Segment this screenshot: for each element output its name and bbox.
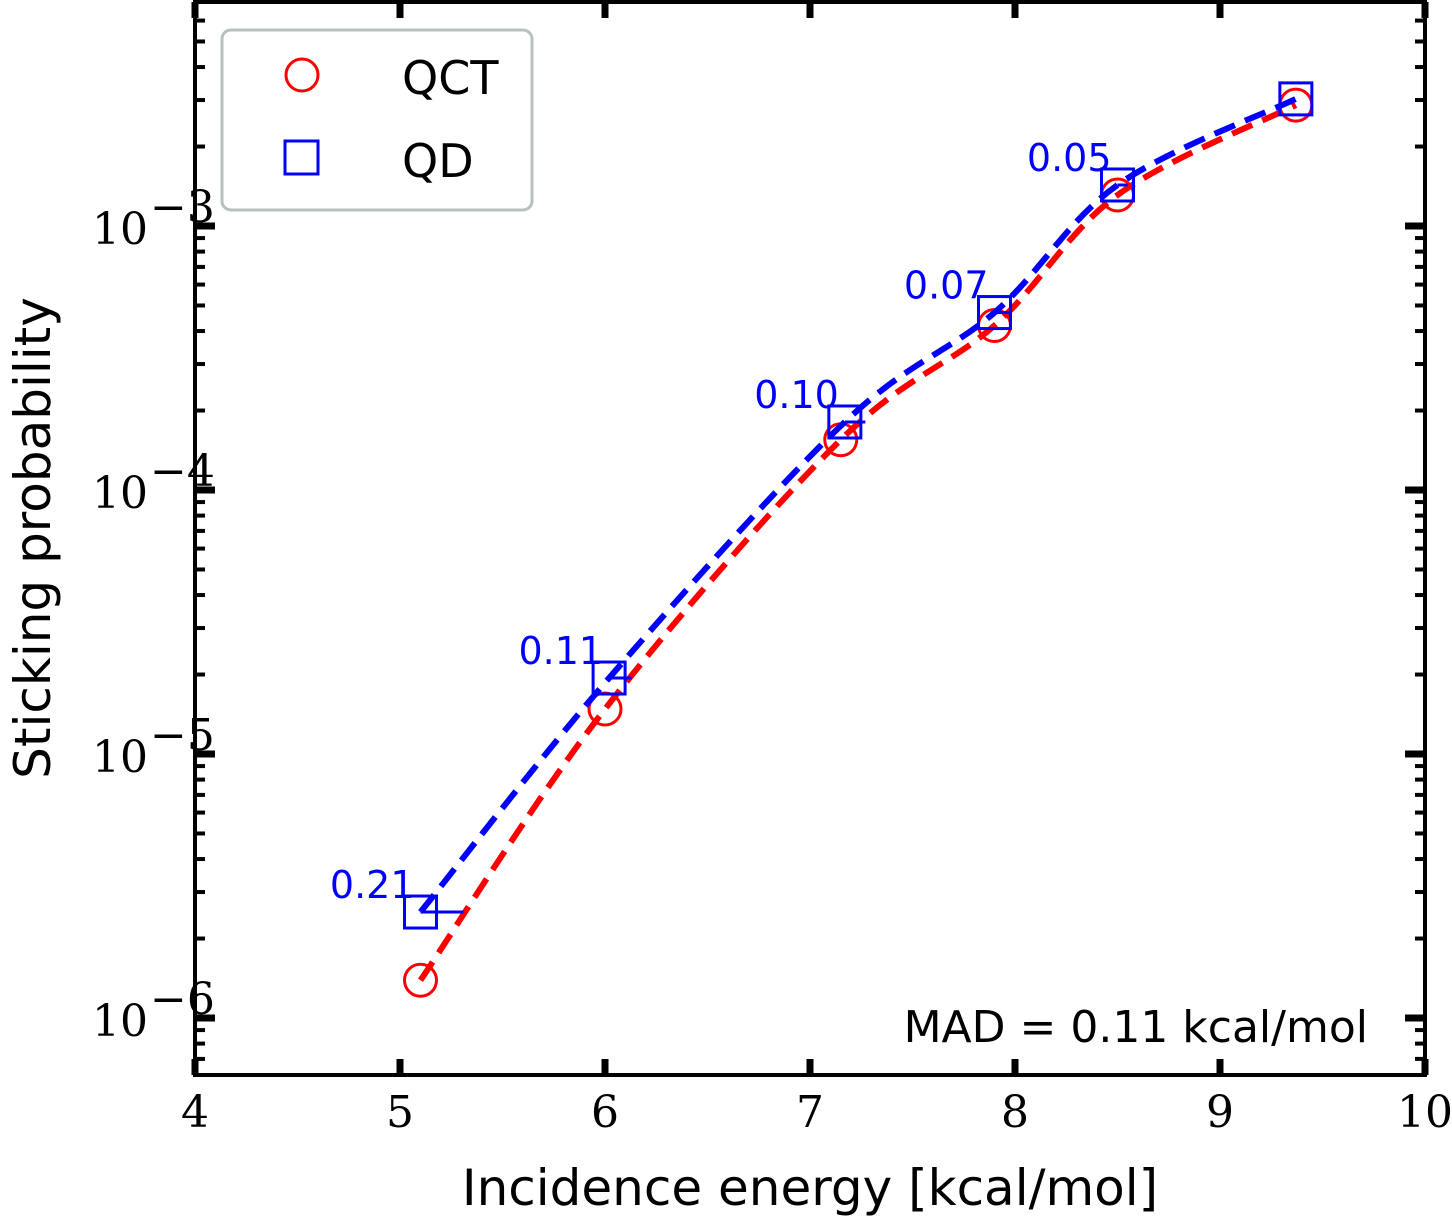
shift-annotation: 0.10 [754, 373, 839, 417]
data-point-qd [1100, 167, 1135, 203]
shift-annotation: 0.21 [330, 863, 415, 907]
x-tick-label: 5 [386, 1087, 414, 1138]
legend-qct-marker [284, 57, 320, 93]
x-tick-label: 7 [796, 1087, 824, 1138]
x-tick-label: 9 [1206, 1087, 1234, 1138]
x-tick-label: 4 [181, 1087, 209, 1138]
y-tick-exponent: −5 [150, 710, 215, 761]
shift-annotation: 0.05 [1027, 136, 1112, 180]
legend-qd-label: QD [402, 134, 474, 188]
x-axis-label: Incidence energy [kcal/mol] [462, 1159, 1158, 1217]
data-point-qct [403, 962, 438, 998]
data-point-qd [977, 295, 1012, 331]
data-point-qd [1278, 81, 1314, 117]
y-tick-label: 10 [92, 468, 148, 519]
y-tick-exponent: −4 [150, 446, 215, 497]
y-tick-exponent: −6 [150, 974, 215, 1025]
legend-box [220, 28, 534, 212]
y-tick-label: 10 [92, 204, 148, 255]
y-tick-exponent: −3 [150, 182, 215, 233]
series-line-qct [418, 102, 1298, 982]
mad-annotation: MAD = 0.11 kcal/mol [904, 1002, 1368, 1053]
x-tick-label: 6 [591, 1087, 619, 1138]
x-tick-label: 8 [1001, 1087, 1029, 1138]
y-tick-label: 10 [92, 996, 148, 1047]
y-tick-label: 10 [92, 732, 148, 783]
x-tick-label: 10 [1397, 1087, 1452, 1138]
legend-qct-label: QCT [402, 51, 499, 105]
series-line-qd [418, 96, 1298, 914]
legend-qd-marker [283, 139, 320, 176]
shift-annotation: 0.07 [904, 264, 989, 308]
shift-annotation: 0.11 [518, 629, 603, 673]
y-axis-label: Sticking probability [4, 297, 62, 779]
legend: QCT QD [220, 28, 534, 212]
